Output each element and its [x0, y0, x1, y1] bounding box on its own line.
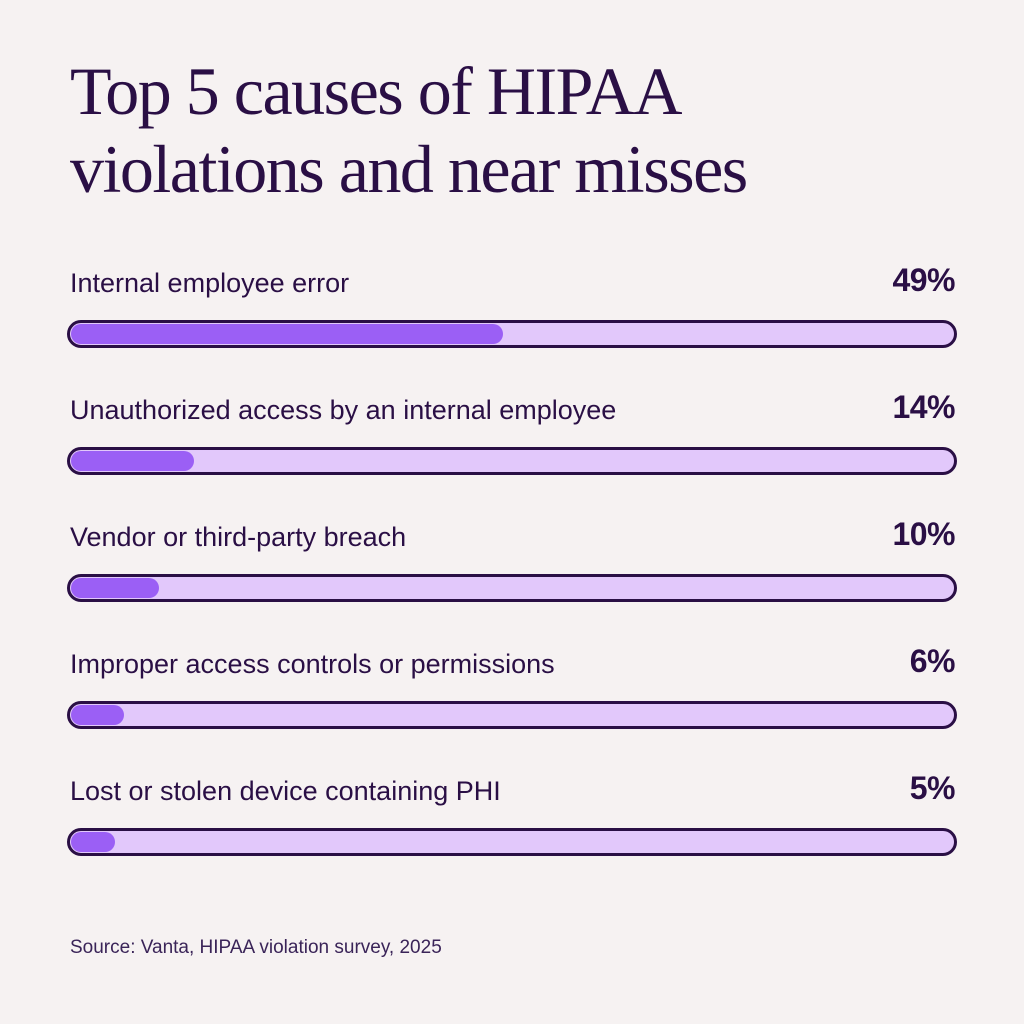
bar-value: 5% — [909, 770, 956, 806]
bar-value: 14% — [892, 389, 955, 425]
source-note: Source: Vanta, HIPAA violation survey, 2… — [70, 937, 442, 958]
bar-track — [67, 828, 957, 856]
bar-fill — [71, 705, 124, 725]
bar-fill — [71, 832, 115, 852]
bar-row: Unauthorized access by an internal emplo… — [67, 385, 957, 512]
chart-title-line-1: Top 5 causes of HIPAA — [70, 53, 682, 129]
chart-title-line-2: violations and near misses — [70, 131, 748, 207]
bar-track — [67, 320, 957, 348]
bar-track — [67, 447, 957, 475]
bar-row: Internal employee error 49% — [67, 258, 957, 385]
bar-track — [67, 701, 957, 729]
bar-fill — [71, 451, 194, 471]
bar-value: 10% — [892, 516, 955, 552]
bar-value: 6% — [909, 643, 956, 679]
bar-row: Lost or stolen device containing PHI 5% — [67, 766, 957, 893]
bar-fill — [71, 578, 159, 598]
bar-label: Unauthorized access by an internal emplo… — [70, 395, 617, 425]
bar-label: Improper access controls or permissions — [70, 649, 555, 679]
bar-label: Lost or stolen device containing PHI — [70, 776, 501, 806]
chart-title: Top 5 causes of HIPAA violations and nea… — [70, 52, 970, 208]
bar-track — [67, 574, 957, 602]
bar-list: Internal employee error 49% Unauthorized… — [67, 258, 957, 893]
bar-fill — [71, 324, 503, 344]
bar-row: Vendor or third-party breach 10% — [67, 512, 957, 639]
bar-row: Improper access controls or permissions … — [67, 639, 957, 766]
bar-value: 49% — [892, 262, 955, 298]
bar-label: Internal employee error — [70, 268, 350, 298]
bar-label: Vendor or third-party breach — [70, 522, 407, 552]
